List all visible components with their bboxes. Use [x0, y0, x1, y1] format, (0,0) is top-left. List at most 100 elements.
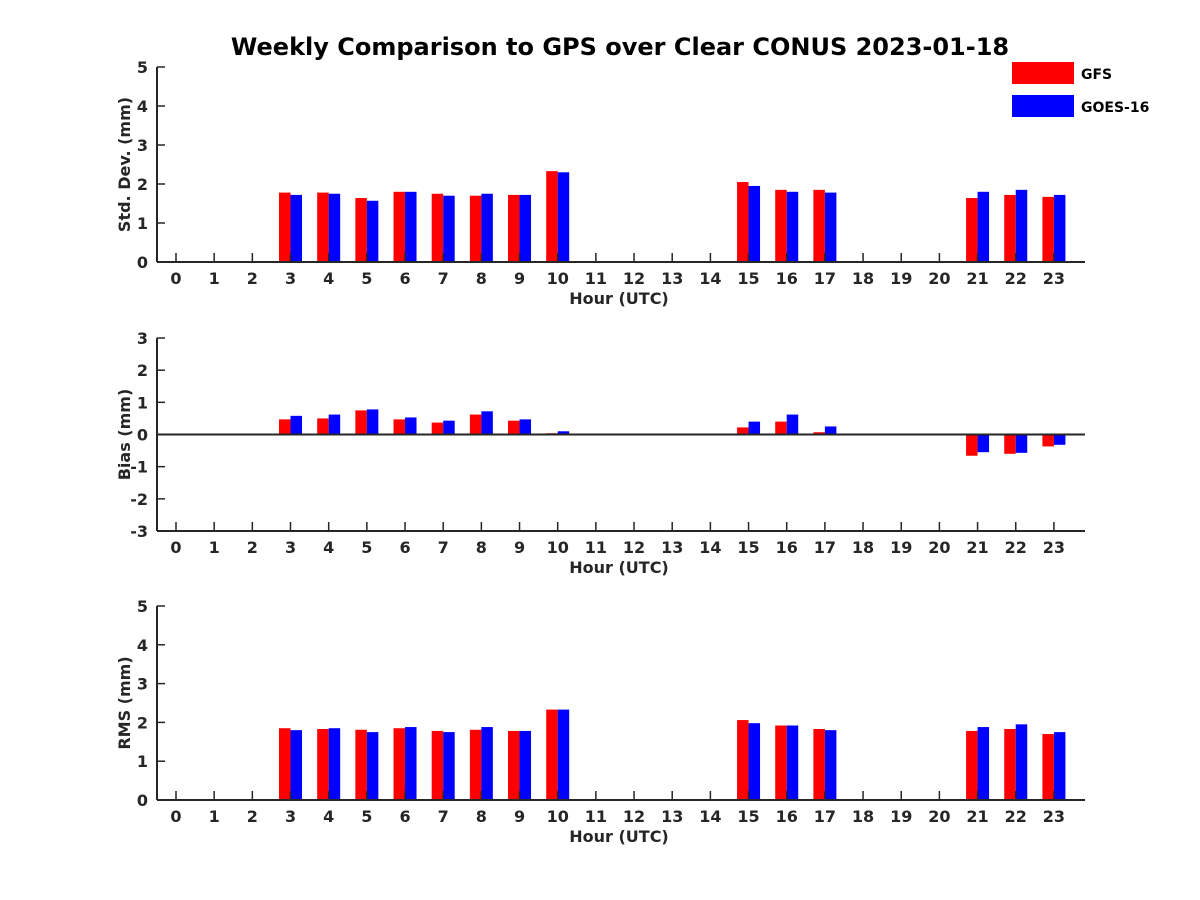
- bias-bar-gfs-15: [737, 427, 749, 435]
- rms-xtick-label: 4: [323, 807, 334, 826]
- bias-bar-gfs-7: [431, 422, 444, 435]
- bias-xtick-label: 16: [776, 538, 798, 557]
- rms-xtick-label: 5: [361, 807, 372, 826]
- bias-bar-goes16-21: [977, 434, 990, 453]
- rms-bar-goes16-7: [443, 732, 455, 800]
- std-dev-xtick-label: 21: [966, 269, 988, 288]
- bias-bar-gfs-22: [1004, 434, 1016, 454]
- bias-xtick-label: 12: [623, 538, 645, 557]
- bias-bar-goes16-8: [481, 411, 493, 435]
- std-dev-ytick-label: 4: [137, 97, 148, 116]
- std-dev-xtick-label: 19: [890, 269, 912, 288]
- rms-xtick-label: 2: [247, 807, 258, 826]
- bias-bar-gfs-6: [393, 419, 406, 435]
- bias-bar-goes16-22: [1015, 434, 1028, 453]
- bias-bar-goes16-23: [1053, 434, 1066, 445]
- std-dev-xtick-label: 17: [814, 269, 836, 288]
- std-dev-xtick-label: 15: [737, 269, 759, 288]
- bias-bar-goes16-5: [366, 409, 379, 435]
- rms-bar-gfs-3: [279, 728, 291, 800]
- std-dev-bar-gfs-21: [966, 198, 978, 262]
- bias-bar-gfs-5: [355, 410, 367, 435]
- bias-ytick-label: 3: [137, 329, 148, 348]
- std-dev-bar-goes16-3: [290, 194, 303, 262]
- std-dev-xtick-label: 22: [1005, 269, 1027, 288]
- rms-xtick-label: 13: [661, 807, 683, 826]
- rms-y-axis-label: RMS (mm): [115, 656, 134, 749]
- std-dev-xtick-label: 23: [1043, 269, 1065, 288]
- rms-xtick-label: 0: [170, 807, 181, 826]
- std-dev-bar-gfs-22: [1004, 194, 1016, 262]
- std-dev-xtick-label: 6: [399, 269, 410, 288]
- std-dev-bar-goes16-21: [977, 191, 990, 262]
- std-dev-xtick-label: 3: [285, 269, 296, 288]
- std-dev-y-axis-label: Std. Dev. (mm): [115, 97, 134, 232]
- std-dev-bar-goes16-5: [366, 200, 379, 262]
- bias-ytick-label: -2: [130, 490, 148, 509]
- bias-xtick-label: 5: [361, 538, 372, 557]
- bias-ytick-label: 0: [137, 426, 148, 445]
- rms-ytick-label: 5: [137, 597, 148, 616]
- std-dev-xtick-label: 4: [323, 269, 334, 288]
- rms-ytick-label: 3: [137, 675, 148, 694]
- std-dev-bar-gfs-17: [813, 189, 825, 262]
- rms-xtick-label: 1: [209, 807, 220, 826]
- rms-bar-gfs-4: [317, 729, 329, 800]
- rms-xtick-label: 10: [547, 807, 569, 826]
- std-dev-bar-gfs-4: [317, 192, 329, 262]
- std-dev-bar-gfs-6: [393, 191, 406, 262]
- bias-xtick-label: 23: [1043, 538, 1065, 557]
- rms-bar-goes16-9: [519, 730, 532, 800]
- rms-bar-goes16-4: [328, 728, 341, 800]
- std-dev-bar-goes16-22: [1015, 189, 1028, 262]
- rms-bar-goes16-5: [366, 732, 379, 800]
- bias-xtick-label: 20: [928, 538, 950, 557]
- rms-xtick-label: 12: [623, 807, 645, 826]
- bias-xtick-label: 3: [285, 538, 296, 557]
- std-dev-ytick-label: 3: [137, 136, 148, 155]
- bias-bar-goes16-6: [405, 417, 417, 435]
- rms-xtick-label: 14: [699, 807, 721, 826]
- bias-bar-goes16-3: [290, 415, 303, 435]
- rms-bar-goes16-23: [1053, 732, 1066, 800]
- bias-xtick-label: 1: [209, 538, 220, 557]
- std-dev-bar-goes16-4: [328, 193, 341, 262]
- rms-bar-gfs-8: [469, 729, 482, 800]
- std-dev-x-axis-label: Hour (UTC): [569, 289, 669, 308]
- bias-bar-goes16-7: [443, 420, 455, 435]
- bias-bar-gfs-3: [279, 419, 291, 435]
- rms-xtick-label: 17: [814, 807, 836, 826]
- std-dev-bar-gfs-8: [469, 195, 482, 262]
- std-dev-bar-goes16-7: [443, 195, 455, 262]
- rms-ytick-label: 0: [137, 791, 148, 810]
- bias-bar-goes16-16: [786, 414, 799, 435]
- legend-label-goes16: GOES-16: [1081, 100, 1149, 116]
- rms-bar-gfs-6: [393, 728, 406, 800]
- std-dev-bar-gfs-3: [279, 192, 291, 262]
- bias-xtick-label: 17: [814, 538, 836, 557]
- legend-label-gfs: GFS: [1081, 67, 1112, 83]
- bias-ytick-label: 1: [137, 393, 148, 412]
- rms-bar-goes16-17: [824, 730, 837, 800]
- std-dev-xtick-label: 0: [170, 269, 181, 288]
- rms-ytick-label: 2: [137, 713, 148, 732]
- rms-bar-goes16-15: [748, 723, 761, 800]
- std-dev-xtick-label: 16: [776, 269, 798, 288]
- rms-bar-goes16-8: [481, 727, 493, 800]
- bias-ytick-label: 2: [137, 361, 148, 380]
- std-dev-ytick-label: 0: [137, 253, 148, 272]
- std-dev-xtick-label: 14: [699, 269, 721, 288]
- rms-xtick-label: 7: [438, 807, 449, 826]
- rms-xtick-label: 20: [928, 807, 950, 826]
- bias-xtick-label: 22: [1005, 538, 1027, 557]
- rms-bar-goes16-21: [977, 727, 990, 800]
- std-dev-bar-goes16-9: [519, 194, 532, 262]
- rms-xtick-label: 6: [399, 807, 410, 826]
- std-dev-xtick-label: 5: [361, 269, 372, 288]
- rms-bar-gfs-15: [737, 720, 749, 800]
- rms-bar-gfs-5: [355, 729, 367, 800]
- std-dev-bar-gfs-15: [737, 182, 749, 262]
- bias-xtick-label: 0: [170, 538, 181, 557]
